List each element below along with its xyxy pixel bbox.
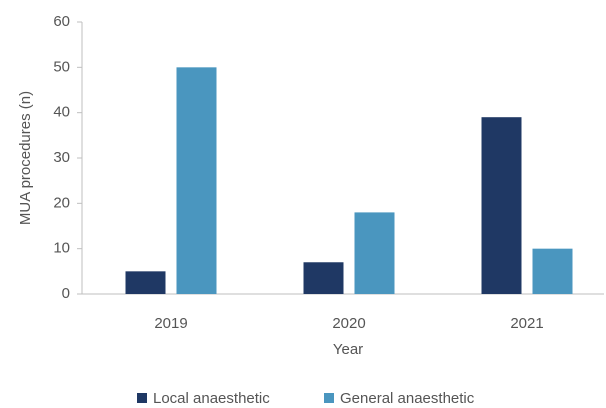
bar bbox=[481, 117, 522, 294]
legend-swatch bbox=[137, 393, 147, 403]
x-tick-label: 2020 bbox=[332, 315, 365, 332]
y-tick-label: 30 bbox=[53, 149, 70, 166]
y-axis-label: MUA procedures (n) bbox=[17, 91, 34, 225]
x-tick-label: 2021 bbox=[510, 315, 543, 332]
legend-swatch bbox=[324, 393, 334, 403]
x-axis-label: Year bbox=[333, 341, 363, 358]
y-tick-label: 20 bbox=[53, 194, 70, 211]
y-tick-label: 60 bbox=[53, 13, 70, 30]
y-tick-label: 0 bbox=[62, 285, 70, 302]
bar bbox=[532, 248, 573, 294]
x-tick-label: 2019 bbox=[154, 315, 187, 332]
y-tick-label: 50 bbox=[53, 58, 70, 75]
y-tick-label: 10 bbox=[53, 240, 70, 257]
y-tick-label: 40 bbox=[53, 104, 70, 121]
legend-label: General anaesthetic bbox=[340, 390, 475, 407]
bar bbox=[125, 271, 166, 294]
bar bbox=[303, 262, 344, 294]
bar bbox=[176, 67, 217, 294]
legend-label: Local anaesthetic bbox=[153, 390, 270, 407]
bar bbox=[354, 212, 395, 294]
